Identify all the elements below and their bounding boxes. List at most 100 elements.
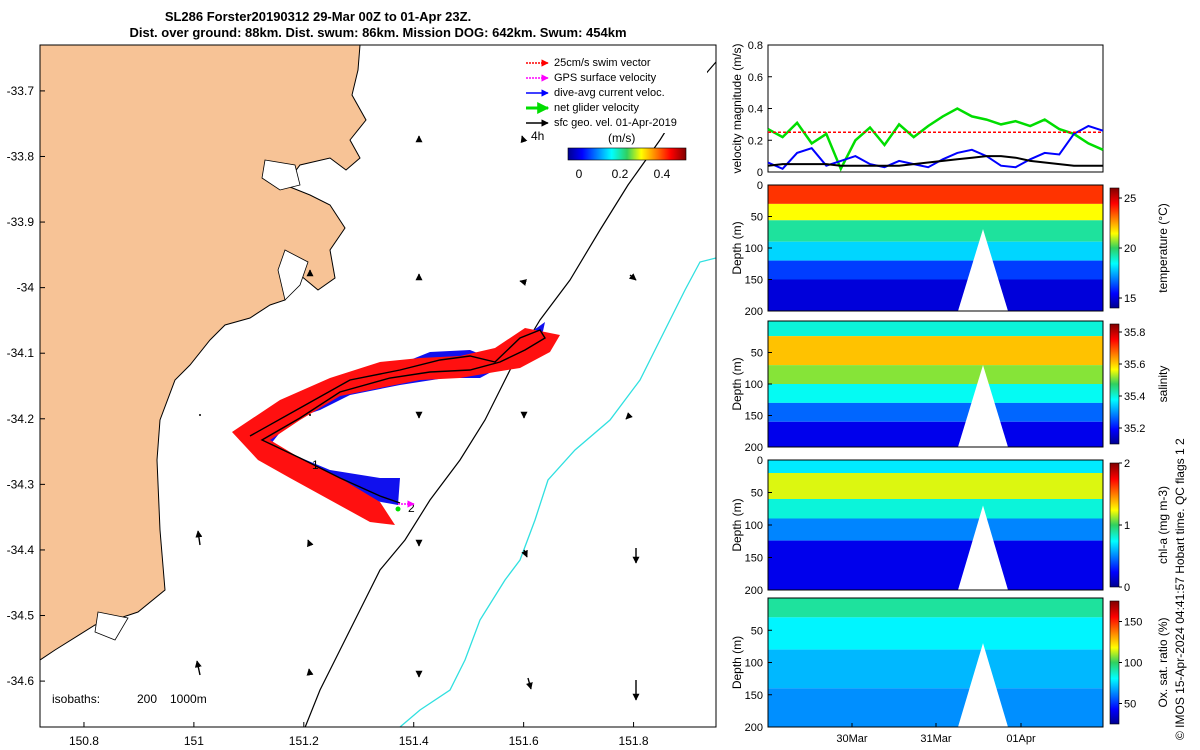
velocity-ytick-label: 0.6 bbox=[748, 72, 763, 84]
temperature-panel-ytick-label: 150 bbox=[745, 275, 763, 287]
temperature-panel-shoal bbox=[958, 229, 1008, 311]
sfc-velocity-arrow bbox=[525, 677, 533, 690]
temperature-panel-ytick-label: 50 bbox=[751, 212, 763, 224]
chla-panel-band bbox=[768, 518, 1103, 541]
map-ytick-label: -34.6 bbox=[7, 674, 35, 688]
estuary-lake bbox=[261, 159, 301, 191]
salinity-panel-band bbox=[768, 321, 1103, 337]
temperature-panel-band bbox=[768, 203, 1103, 221]
chla-panel-band bbox=[768, 540, 1103, 590]
salinity-panel-ytick-label: 150 bbox=[745, 411, 763, 423]
oxygen-panel-band bbox=[768, 598, 1103, 618]
salinity-panel-band bbox=[768, 402, 1103, 422]
oxygen-panel-band bbox=[768, 617, 1103, 650]
salinity-panel-clabel: salinity bbox=[1156, 366, 1170, 403]
map-xtick-label: 150.8 bbox=[69, 734, 99, 748]
surface-velocity-arrows bbox=[194, 135, 640, 701]
velocity-ytick-label: 0 bbox=[757, 167, 763, 179]
chla-panel-ytick-label: 100 bbox=[745, 520, 763, 532]
temperature-panel-ytick-label: 200 bbox=[745, 306, 763, 318]
chla-panel-ytick-label: 0 bbox=[757, 455, 763, 467]
net-velocity-marker bbox=[395, 506, 401, 512]
colorbar-tick-2: 0.4 bbox=[654, 167, 671, 181]
salinity-panel-cbar-tick-label: 35.8 bbox=[1124, 327, 1145, 339]
sfc-velocity-arrow bbox=[194, 660, 202, 676]
bay-south bbox=[94, 611, 129, 641]
temperature-panel-band bbox=[768, 241, 1103, 261]
chla-panel-clabel: chl-a (mg m-3) bbox=[1156, 486, 1170, 564]
velocity-series-line bbox=[767, 155, 1103, 167]
chla-panel-ylabel: Depth (m) bbox=[730, 498, 744, 551]
temperature-panel-band bbox=[768, 279, 1103, 311]
time-xtick-label: 31Mar bbox=[920, 733, 952, 745]
oxygen-panel-ylabel: Depth (m) bbox=[730, 636, 744, 689]
temperature-panel: 0 50 100 150 200 Depth (m) 15 20 25 temperature (… bbox=[730, 180, 1170, 318]
salinity-panel-band bbox=[768, 336, 1103, 366]
map-ytick-label: -34 bbox=[17, 281, 35, 295]
oxygen-panel-band bbox=[768, 688, 1103, 727]
chla-panel-ytick-label: 200 bbox=[745, 585, 763, 597]
legend-gps-label: GPS surface velocity bbox=[554, 72, 657, 84]
salinity-panel-band bbox=[768, 384, 1103, 403]
velocity-frame bbox=[767, 44, 1104, 173]
velocity-panel: 0 0.2 0.4 0.6 0.8 velocity magnitude (m/s) bbox=[730, 40, 1104, 179]
chla-panel-cbar-tick-label: 0 bbox=[1124, 582, 1130, 594]
isobath-200 bbox=[304, 61, 716, 727]
salinity-panel-band bbox=[768, 365, 1103, 384]
map-ytick-label: -34.2 bbox=[7, 412, 35, 426]
time-xtick-label: 30Mar bbox=[836, 733, 868, 745]
map-frame bbox=[39, 44, 717, 728]
map-xtick-label: 151.4 bbox=[399, 734, 429, 748]
waypoint-2-label: 2 bbox=[408, 501, 415, 515]
sfc-velocity-arrow bbox=[628, 273, 637, 281]
salinity-panel-cbar-tick-label: 35.2 bbox=[1124, 423, 1145, 435]
title-line1: SL286 Forster20190312 29-Mar 00Z to 01-A… bbox=[165, 9, 471, 24]
credit-text: © IMOS 15-Apr-2024 04:41:57 Hobart time.… bbox=[1173, 438, 1187, 740]
oxygen-panel-ytick-label: 150 bbox=[745, 690, 763, 702]
chla-panel-cbar-tick-label: 1 bbox=[1124, 520, 1130, 532]
temperature-panel-cbar-tick-label: 15 bbox=[1124, 293, 1136, 305]
map-ytick-label: -34.1 bbox=[7, 346, 35, 360]
oxygen-panel-clabel: Ox. sat. ratio (%) bbox=[1156, 617, 1170, 707]
oxygen-panel-cbar-tick-label: 50 bbox=[1124, 699, 1136, 711]
sfc-velocity-arrow bbox=[519, 279, 527, 286]
temperature-panel-band bbox=[768, 260, 1103, 280]
velocity-ytick-label: 0.2 bbox=[748, 135, 763, 147]
legend-current-label: dive-avg current veloc. bbox=[554, 87, 665, 99]
legend-sfc-label: sfc geo. vel. 01-Apr-2019 bbox=[554, 117, 677, 129]
glider-track bbox=[249, 329, 546, 504]
salinity-panel-ytick-label: 200 bbox=[745, 442, 763, 454]
map-xtick-label: 151.6 bbox=[509, 734, 539, 748]
chla-panel-band bbox=[768, 473, 1103, 499]
map-xtick-label: 151.8 bbox=[619, 734, 649, 748]
sfc-velocity-arrow bbox=[306, 668, 314, 676]
sfc-velocity-arrow bbox=[195, 530, 203, 546]
temperature-panel-cbar-tick-label: 20 bbox=[1124, 243, 1136, 255]
map-panel: 150.8 151 151.2 151.4 151.6 151.8 -33.7 -33.8 -… bbox=[7, 44, 717, 748]
isobath-1000-label: 1000m bbox=[170, 692, 207, 706]
chla-panel-shoal bbox=[958, 505, 1008, 590]
salinity-panel-band bbox=[768, 421, 1103, 447]
title-line2: Dist. over ground: 88km. Dist. swum: 86k… bbox=[129, 25, 626, 40]
map-xtick-label: 151 bbox=[184, 734, 204, 748]
salinity-panel-shoal bbox=[958, 365, 1008, 447]
map-ytick-label: -34.4 bbox=[7, 543, 35, 557]
sfc-velocity-arrow bbox=[307, 539, 314, 548]
time-xtick-label: 01Apr bbox=[1006, 733, 1036, 745]
velocity-ytick-label: 0.8 bbox=[748, 40, 763, 52]
temperature-panel-clabel: temperature (°C) bbox=[1156, 203, 1170, 293]
oxygen-panel-ytick-label: 200 bbox=[745, 722, 763, 734]
colorbar-tick-0: 0 bbox=[576, 167, 583, 181]
sfc-velocity-dot bbox=[199, 414, 201, 416]
chla-panel-colorbar bbox=[1109, 462, 1120, 588]
velocity-ylabel: velocity magnitude (m/s) bbox=[730, 43, 744, 173]
map-xtick-label: 151.2 bbox=[289, 734, 319, 748]
salinity-panel-cbar-tick-label: 35.6 bbox=[1124, 359, 1145, 371]
temperature-panel-ytick-label: 100 bbox=[745, 243, 763, 255]
chla-panel-ytick-label: 50 bbox=[751, 488, 763, 500]
waypoint-1-label: 1 bbox=[312, 458, 319, 472]
colorbar-tick-1: 0.2 bbox=[612, 167, 629, 181]
swim-band bbox=[232, 328, 560, 525]
map-ytick-label: -34.5 bbox=[7, 609, 35, 623]
